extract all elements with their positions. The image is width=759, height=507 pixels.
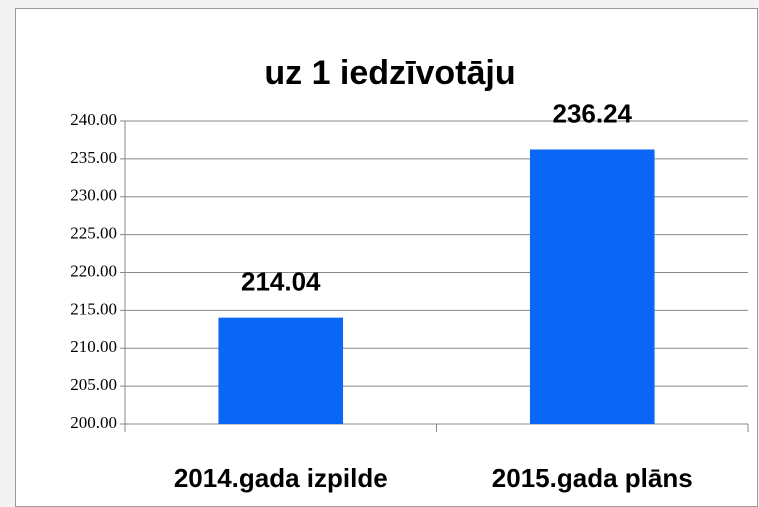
y-tick-label: 220.00: [70, 261, 117, 280]
y-tick-label: 230.00: [70, 186, 117, 205]
y-tick-label: 205.00: [70, 375, 117, 394]
y-tick-label: 240.00: [70, 110, 117, 129]
bar: [529, 149, 655, 424]
value-label: 214.04: [241, 267, 321, 297]
y-tick-label: 215.00: [70, 299, 117, 318]
y-tick-label: 225.00: [70, 224, 117, 243]
y-tick-label: 210.00: [70, 337, 117, 356]
y-tick-label: 235.00: [70, 148, 117, 167]
bar: [218, 317, 344, 424]
x-tick-label: 2014.gada izpilde: [174, 463, 388, 493]
chart-title: uz 1 iedzīvotāju: [264, 54, 515, 92]
y-tick-label: 200.00: [70, 413, 117, 432]
value-label: 236.24: [552, 98, 632, 128]
x-tick-label: 2015.gada plāns: [492, 463, 693, 493]
